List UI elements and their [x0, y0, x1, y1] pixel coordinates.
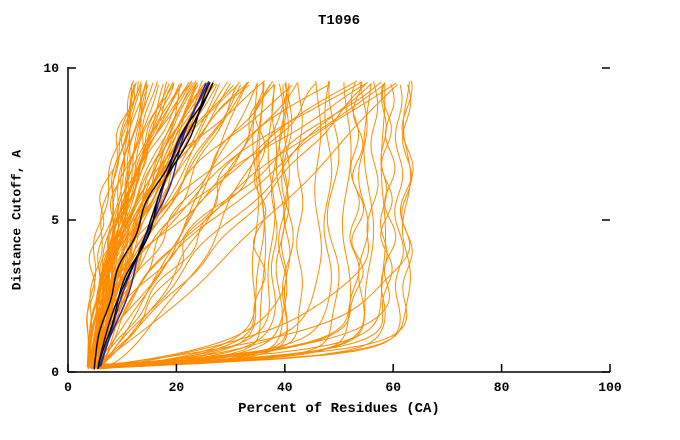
orange-models-steep-curve [86, 83, 136, 368]
x-tick-label: 100 [598, 380, 622, 395]
orange-models-steep-curve [93, 82, 248, 370]
orange-models-spread-curve [91, 84, 366, 370]
orange-models-spread-curve [95, 82, 259, 368]
x-tick-label: 0 [64, 380, 72, 395]
orange-models-spread-curve [92, 83, 291, 366]
x-tick-label: 40 [277, 380, 293, 395]
orange-models-spread-curve [102, 83, 286, 369]
orange-models-spread-curve [92, 83, 397, 366]
y-tick-label: 0 [51, 365, 59, 380]
y-tick-label: 10 [43, 61, 59, 76]
orange-models-steep-curve [91, 83, 191, 370]
orange-models-steep-curve [86, 81, 139, 367]
orange-models-spread-curve [90, 84, 398, 368]
black-highlight-group [93, 82, 214, 370]
black-highlight-curve [97, 83, 213, 366]
x-tick-label: 20 [169, 380, 185, 395]
orange-models-steep-curve [93, 84, 159, 367]
orange-models-steep-curve [87, 84, 239, 370]
orange-models-spread-curve [92, 83, 276, 368]
orange-models-spread-curve [99, 81, 379, 370]
orange-models-spread-curve [90, 80, 266, 369]
orange-models-spread-curve [103, 82, 386, 365]
orange-models-spread-curve [99, 83, 388, 368]
orange-models-spread-curve [92, 82, 267, 367]
orange-models-spread-curve [90, 84, 270, 369]
orange-models-spread-curve [95, 82, 368, 368]
axes [67, 67, 611, 373]
orange-models-spread-curve [99, 81, 289, 369]
orange-models-spread-curve [100, 84, 275, 366]
orange-models-spread-curve [105, 83, 294, 369]
orange-models-spread-curve [94, 83, 248, 369]
orange-models-spread-curve [90, 81, 369, 369]
orange-models-spread-curve [95, 84, 278, 369]
black-highlight-curve [93, 82, 214, 370]
orange-models-spread-curve [101, 84, 290, 370]
chart-title: T1096 [317, 13, 360, 29]
x-tick-label: 80 [494, 380, 510, 395]
orange-models-spread-curve [101, 81, 363, 368]
orange-models-steep-curve [95, 83, 206, 369]
y-tick-label: 5 [51, 213, 59, 228]
orange-models-spread-curve [100, 80, 333, 367]
orange-models-steep-curve [100, 82, 197, 370]
orange-models-spread-curve [101, 83, 393, 367]
orange-models-spread-curve [96, 83, 360, 367]
orange-models-spread-curve [103, 80, 340, 369]
x-tick-label: 60 [385, 380, 401, 395]
curves [86, 80, 414, 370]
orange-models-spread-curve [90, 80, 414, 368]
orange-models-steep-curve [101, 82, 198, 368]
orange-models-steep-curve [92, 81, 142, 368]
x-axis-label: Percent of Residues (CA) [238, 401, 440, 417]
orange-models-spread-curve [96, 83, 304, 366]
orange-models-steep-curve [98, 84, 242, 370]
orange-models-steep-curve [97, 84, 180, 366]
orange-models-spread-curve [95, 84, 404, 367]
blue-highlight-curve [98, 81, 210, 368]
orange-models-spread-curve [89, 83, 258, 369]
orange-models-steep-curve [101, 81, 240, 368]
orange-models-spread-curve [103, 83, 372, 366]
tick-labels: 0 20 40 60 80 100 0 5 10 [43, 61, 622, 395]
black-highlight-curve [97, 82, 211, 370]
